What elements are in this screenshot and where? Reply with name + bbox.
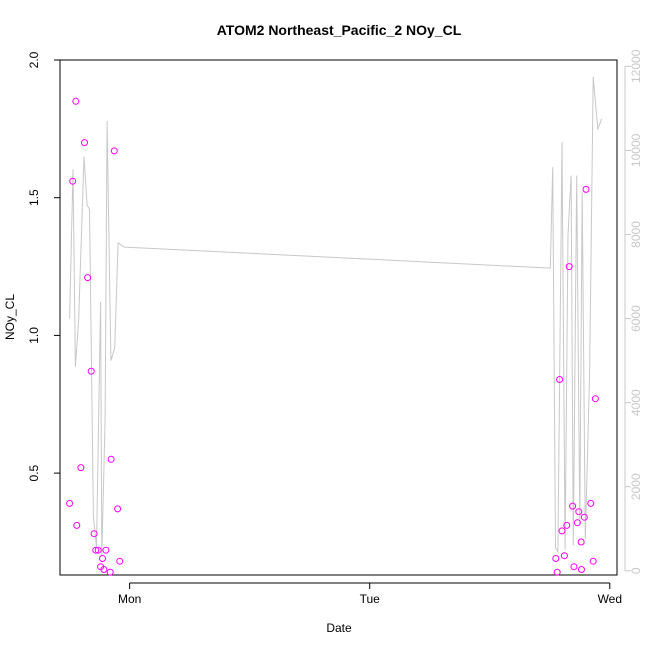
data-point — [107, 455, 115, 463]
y2-tick-label: 10000 — [629, 133, 643, 167]
x-tick-label: Mon — [118, 592, 141, 606]
data-point — [553, 568, 561, 576]
y2-tick-label: 8000 — [629, 221, 643, 248]
series-line — [69, 76, 603, 557]
data-point — [577, 538, 585, 546]
y-tick-label: 1.0 — [27, 327, 41, 344]
data-point — [556, 376, 564, 383]
data-point — [69, 177, 77, 185]
x-axis-label: Date — [326, 621, 352, 635]
data-point — [565, 263, 573, 271]
plot-frame — [59, 59, 618, 576]
data-point — [552, 555, 560, 562]
right-y-axis: 0 2000 4000 6000 8000 10000 12000 — [624, 49, 643, 574]
y-tick-label: 1.5 — [27, 189, 41, 206]
data-point — [92, 546, 100, 554]
data-point — [72, 97, 80, 105]
data-point — [87, 367, 95, 375]
data-point — [575, 508, 583, 516]
data-point — [587, 499, 595, 507]
data-point — [573, 519, 581, 527]
data-point — [570, 563, 578, 571]
y2-tick-label: 12000 — [629, 49, 643, 83]
data-point — [582, 185, 590, 193]
y2-tick-label: 2000 — [629, 473, 643, 500]
data-point — [77, 464, 85, 472]
data-point — [560, 552, 568, 560]
data-point — [591, 395, 599, 403]
data-point — [94, 546, 102, 554]
data-point — [563, 521, 571, 529]
x-tick-label: Wed — [598, 592, 622, 606]
x-tick-label: Tue — [360, 592, 381, 606]
data-point — [99, 555, 106, 562]
series-layer — [66, 76, 603, 576]
data-point — [73, 521, 81, 529]
data-point — [580, 513, 588, 521]
data-point — [81, 139, 88, 147]
data-point — [90, 530, 98, 538]
y-tick-label: 0.5 — [27, 464, 41, 481]
data-point — [589, 557, 597, 565]
y2-tick-label: 6000 — [629, 305, 643, 332]
data-point — [66, 499, 74, 507]
y2-tick-label: 0 — [629, 567, 643, 574]
chart-title: ATOM2 Northeast_Pacific_2 NOy_CL — [217, 22, 462, 38]
data-point — [102, 546, 110, 554]
left-y-axis: 0.5 1.0 1.5 2.0 — [27, 51, 61, 481]
data-point — [578, 566, 585, 573]
data-point — [106, 568, 114, 576]
data-point — [558, 527, 566, 535]
y2-tick-label: 4000 — [629, 389, 643, 416]
y-axis-label: NOy_CL — [3, 294, 17, 340]
y-tick-label: 2.0 — [27, 51, 41, 68]
data-point — [110, 147, 118, 155]
data-point — [100, 566, 108, 573]
data-point — [116, 557, 124, 565]
data-point — [569, 502, 577, 510]
data-point — [114, 505, 122, 513]
data-point — [84, 274, 92, 282]
x-axis: Mon Tue Wed — [118, 582, 622, 606]
